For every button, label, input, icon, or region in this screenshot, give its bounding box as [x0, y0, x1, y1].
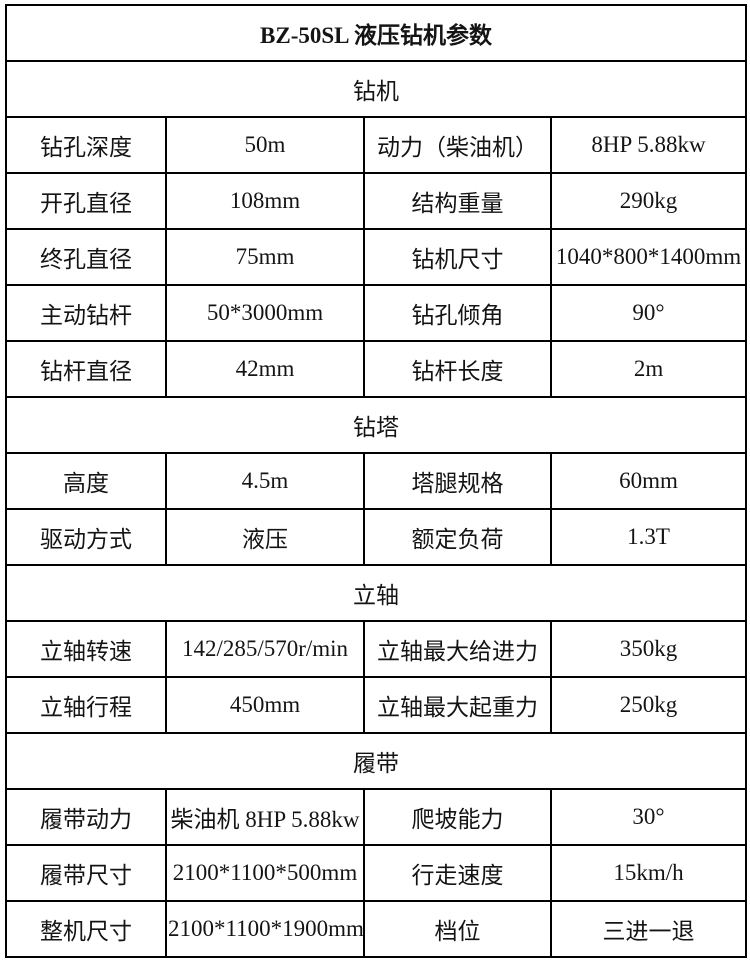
title-row: BZ-50SL 液压钻机参数 [4, 4, 748, 62]
table-row: 高度 4.5m 塔腿规格 60mm [5, 452, 748, 510]
spec-value: 2100*1100*1900mm [165, 900, 365, 958]
table-row: 立轴转速 142/285/570r/min 立轴最大给进力 350kg [5, 620, 748, 678]
section-header-drill-tower: 钻塔 [4, 396, 748, 454]
spec-label: 钻孔倾角 [363, 284, 552, 342]
spec-value: 8HP 5.88kw [549, 116, 748, 174]
spec-value: 250kg [549, 676, 748, 734]
spec-label: 爬坡能力 [363, 788, 552, 846]
spec-value: 三进一退 [549, 900, 748, 958]
spec-value: 90° [549, 284, 748, 342]
table-row: 钻杆直径 42mm 钻杆长度 2m [5, 340, 748, 398]
spec-value: 4.5m [165, 452, 365, 510]
spec-value: 柴油机 8HP 5.88kw [165, 788, 365, 846]
spec-value: 350kg [549, 620, 748, 678]
spec-label: 钻机尺寸 [363, 228, 552, 286]
spec-label: 立轴最大起重力 [363, 676, 552, 734]
spec-value: 142/285/570r/min [165, 620, 365, 678]
spec-value: 50m [165, 116, 365, 174]
spec-label: 钻杆长度 [363, 340, 552, 398]
spec-label: 钻杆直径 [5, 340, 167, 398]
table-row: 主动钻杆 50*3000mm 钻孔倾角 90° [5, 284, 748, 342]
table-row: 履带动力 柴油机 8HP 5.88kw 爬坡能力 30° [5, 788, 748, 846]
spec-label: 钻孔深度 [5, 116, 167, 174]
spec-label: 塔腿规格 [363, 452, 552, 510]
spec-label: 立轴最大给进力 [363, 620, 552, 678]
section-row: 立轴 [4, 564, 748, 622]
spec-label: 高度 [5, 452, 167, 510]
spec-label: 主动钻杆 [5, 284, 167, 342]
spec-value: 450mm [165, 676, 365, 734]
spec-label: 档位 [363, 900, 552, 958]
spec-value: 30° [549, 788, 748, 846]
section-header-drill-rig: 钻机 [4, 60, 748, 118]
section-row: 钻塔 [4, 396, 748, 454]
spec-value: 1.3T [549, 508, 748, 566]
spec-value: 75mm [165, 228, 365, 286]
section-row: 钻机 [4, 60, 748, 118]
spec-value: 42mm [165, 340, 365, 398]
spec-value: 108mm [165, 172, 365, 230]
spec-label: 开孔直径 [5, 172, 167, 230]
spec-label: 动力（柴油机） [363, 116, 552, 174]
spec-value: 2100*1100*500mm [165, 844, 365, 902]
spec-value: 15km/h [549, 844, 748, 902]
table-row: 驱动方式 液压 额定负荷 1.3T [5, 508, 748, 566]
spec-label: 结构重量 [363, 172, 552, 230]
spec-label: 立轴转速 [5, 620, 167, 678]
section-header-spindle: 立轴 [4, 564, 748, 622]
spec-value: 1040*800*1400mm [549, 228, 748, 286]
spec-label: 整机尺寸 [5, 900, 167, 958]
spec-value: 50*3000mm [165, 284, 365, 342]
table-row: 整机尺寸 2100*1100*1900mm 档位 三进一退 [5, 900, 748, 958]
spec-value: 290kg [549, 172, 748, 230]
page-title: BZ-50SL 液压钻机参数 [4, 4, 748, 62]
spec-label: 立轴行程 [5, 676, 167, 734]
spec-label: 终孔直径 [5, 228, 167, 286]
section-header-crawler: 履带 [4, 732, 748, 790]
spec-table: BZ-50SL 液压钻机参数 钻机 钻孔深度 50m 动力（柴油机） 8HP 5… [4, 4, 748, 958]
section-row: 履带 [4, 732, 748, 790]
table-row: 钻孔深度 50m 动力（柴油机） 8HP 5.88kw [5, 116, 748, 174]
table-row: 立轴行程 450mm 立轴最大起重力 250kg [5, 676, 748, 734]
spec-label: 履带动力 [5, 788, 167, 846]
spec-label: 履带尺寸 [5, 844, 167, 902]
table-row: 终孔直径 75mm 钻机尺寸 1040*800*1400mm [5, 228, 748, 286]
table-row: 开孔直径 108mm 结构重量 290kg [5, 172, 748, 230]
spec-label: 行走速度 [363, 844, 552, 902]
spec-value: 2m [549, 340, 748, 398]
spec-label: 驱动方式 [5, 508, 167, 566]
spec-label: 额定负荷 [363, 508, 552, 566]
spec-value: 液压 [165, 508, 365, 566]
table-row: 履带尺寸 2100*1100*500mm 行走速度 15km/h [5, 844, 748, 902]
spec-value: 60mm [549, 452, 748, 510]
